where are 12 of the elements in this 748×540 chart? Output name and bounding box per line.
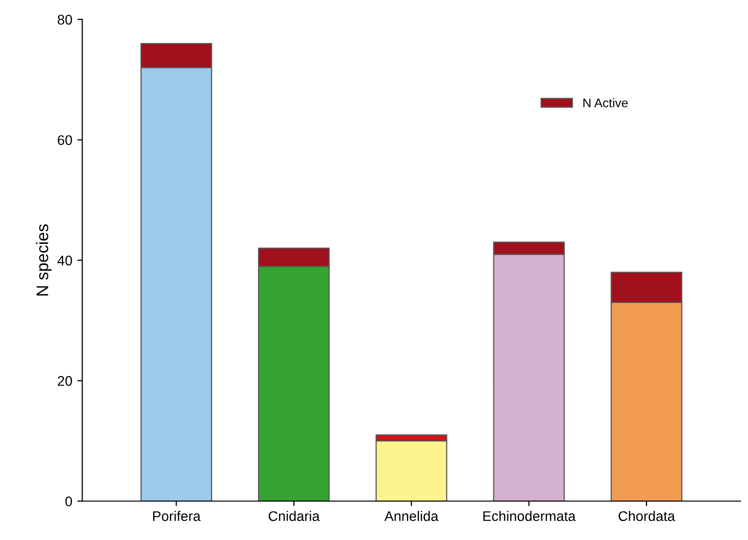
- legend-label: N Active: [583, 98, 628, 108]
- y-tick-label: 60: [58, 135, 72, 146]
- y-tick-label: 80: [58, 14, 72, 25]
- x-tick-label: Annelida: [384, 510, 438, 522]
- x-tick-label: Porifera: [153, 510, 201, 522]
- y-tick-label: 40: [57, 256, 72, 266]
- y-axis-title: N species: [36, 224, 52, 296]
- x-tick-label: Cnidaria: [268, 510, 320, 522]
- x-tick-label: Chordata: [618, 510, 676, 522]
- y-tick-label: 0: [65, 496, 72, 506]
- y-tick-label: 20: [58, 376, 72, 386]
- x-tick-label: Echinodermata: [483, 510, 576, 522]
